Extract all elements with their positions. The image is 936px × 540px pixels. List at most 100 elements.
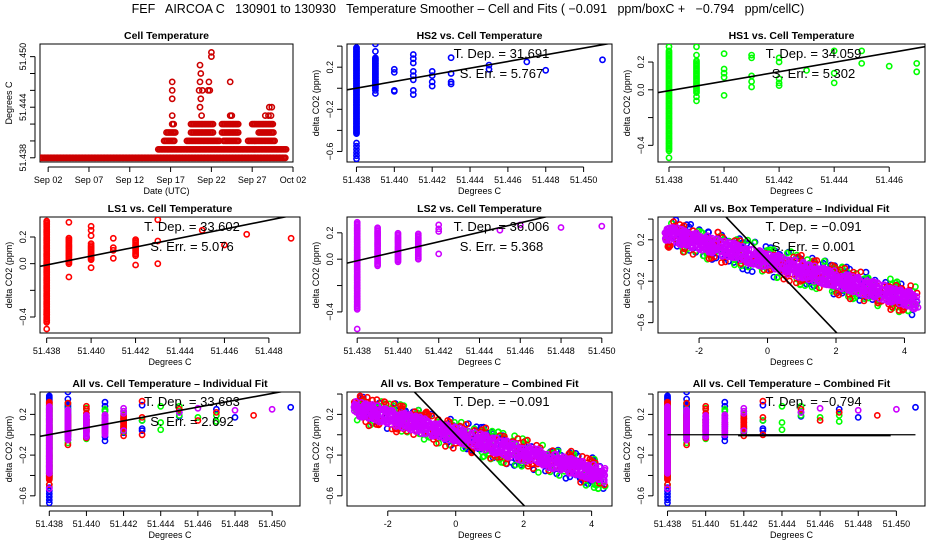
data-point-ls1	[132, 261, 139, 269]
data-point-hs2	[770, 273, 778, 281]
plot-area	[40, 392, 295, 506]
data-point-ls2	[400, 412, 408, 419]
data-point-hs2	[762, 243, 770, 250]
panel-title: All vs. Box Temperature – Combined Fit	[380, 378, 579, 390]
data-point-ls1	[109, 244, 117, 252]
data-point-hs2	[759, 427, 767, 435]
cell-temp-point	[171, 129, 179, 136]
x-tick-label: 51.444	[768, 519, 796, 529]
data-point-ls1	[665, 244, 673, 251]
y-tick-label: −0.6	[325, 487, 335, 505]
x-tick-label: 4	[589, 519, 594, 529]
data-point-hs2	[45, 499, 53, 506]
data-point-ls2	[684, 229, 692, 236]
data-point-ls2	[527, 448, 534, 456]
data-point-ls2	[721, 237, 728, 245]
data-point-ls1	[369, 396, 376, 404]
data-point-hs2	[854, 413, 862, 421]
data-point-ls2	[762, 250, 770, 258]
data-point-ls2	[392, 423, 400, 430]
cell-temp-point	[168, 87, 176, 94]
cell-temp-point	[228, 112, 236, 119]
data-point-ls2	[493, 441, 501, 449]
data-point-ls2	[425, 423, 433, 430]
data-point-hs1	[759, 417, 767, 424]
data-point-hs1	[835, 418, 843, 425]
x-axis-label: Degrees C	[770, 357, 814, 367]
panel-all-vs-box-individual: All vs. Box Temperature – Individual Fit…	[622, 203, 926, 367]
data-point-ls1	[679, 248, 687, 256]
data-point-ls2	[500, 439, 508, 446]
data-point-ls2	[905, 294, 913, 302]
data-point-ls2	[372, 416, 380, 424]
x-tick-label: 51.444	[820, 175, 848, 185]
y-axis-label: delta CO2 (ppm)	[622, 242, 632, 309]
data-point-ls2	[435, 221, 443, 229]
data-point-ls2	[805, 276, 813, 284]
data-point-hs2	[390, 69, 398, 76]
data-point-hs1	[720, 50, 728, 58]
data-point-ls2	[842, 272, 850, 280]
panel-hs2-vs-cell: HS2 vs. Cell Temperature 51.438 51.440 51.4…	[311, 30, 613, 196]
data-point-ls1	[841, 264, 849, 272]
panel-all-vs-cell-combined: All vs. Cell Temperature – Combined Fit 5…	[622, 378, 926, 540]
data-point-ls1	[835, 291, 843, 299]
y-axis-label: delta CO2 (ppm)	[622, 416, 632, 483]
data-point-ls2	[506, 442, 514, 450]
data-point-ls1	[65, 218, 73, 226]
y-axis-label: delta CO2 (ppm)	[4, 416, 14, 483]
plot-frame	[39, 391, 301, 507]
data-point-hs1	[665, 47, 673, 55]
data-point-ls2	[517, 457, 525, 464]
data-point-ls1	[87, 232, 95, 240]
data-point-hs2	[390, 65, 398, 73]
data-point-hs1	[797, 402, 805, 410]
data-point-hs1	[665, 154, 673, 162]
y-tick-label: 0.2	[636, 408, 646, 421]
x-tick-label: 51.442	[110, 519, 138, 529]
data-point-ls2	[770, 252, 778, 260]
data-point-ls1	[857, 268, 865, 276]
data-point-hs2	[353, 145, 360, 153]
data-point-ls2	[846, 285, 853, 293]
plot-area	[661, 217, 922, 333]
x-tick-label: 0	[765, 346, 770, 356]
x-tick-label: Sep 07	[75, 175, 104, 185]
data-point-hs1	[720, 92, 728, 99]
data-point-hs1	[778, 402, 786, 410]
data-point-hs1	[582, 481, 590, 489]
data-point-ls2	[740, 427, 748, 435]
annotation-t-dep: T. Dep. = −0.091	[765, 219, 861, 234]
data-point-hs2	[485, 65, 493, 73]
data-point-ls2	[816, 278, 823, 286]
data-point-hs2	[912, 403, 919, 411]
data-point-ls2	[696, 244, 703, 252]
x-tick-label: 51.440	[384, 346, 412, 356]
data-point-ls1	[83, 405, 90, 413]
x-tick-label: 51.450	[588, 346, 616, 356]
x-tick-label: 4	[902, 346, 907, 356]
data-point-ls1	[797, 405, 805, 413]
x-tick-label: 51.438	[343, 175, 371, 185]
x-tick-label: 51.440	[710, 175, 738, 185]
data-point-hs2	[138, 427, 146, 435]
data-point-ls2	[683, 406, 690, 414]
data-point-hs1	[748, 78, 755, 85]
data-point-hs1	[194, 413, 202, 421]
cell-temp-point	[197, 95, 205, 103]
data-point-hs1	[512, 461, 519, 469]
data-point-ls2	[776, 255, 784, 262]
data-point-ls2	[723, 248, 731, 256]
annotation-t-dep: T. Dep. = 36.006	[454, 219, 550, 234]
x-tick-label: 51.440	[381, 175, 409, 185]
y-tick-label: 0.2	[636, 234, 646, 247]
data-point-ls2	[544, 455, 552, 463]
data-point-hs2	[599, 56, 606, 64]
x-tick-label: Sep 22	[197, 175, 226, 185]
data-point-hs1	[744, 236, 752, 244]
data-point-ls2	[795, 273, 803, 281]
data-point-ls1	[835, 408, 843, 416]
y-axis-label: delta CO2 (ppm)	[311, 242, 321, 309]
data-point-ls2	[468, 437, 476, 445]
data-point-hs1	[748, 54, 755, 62]
